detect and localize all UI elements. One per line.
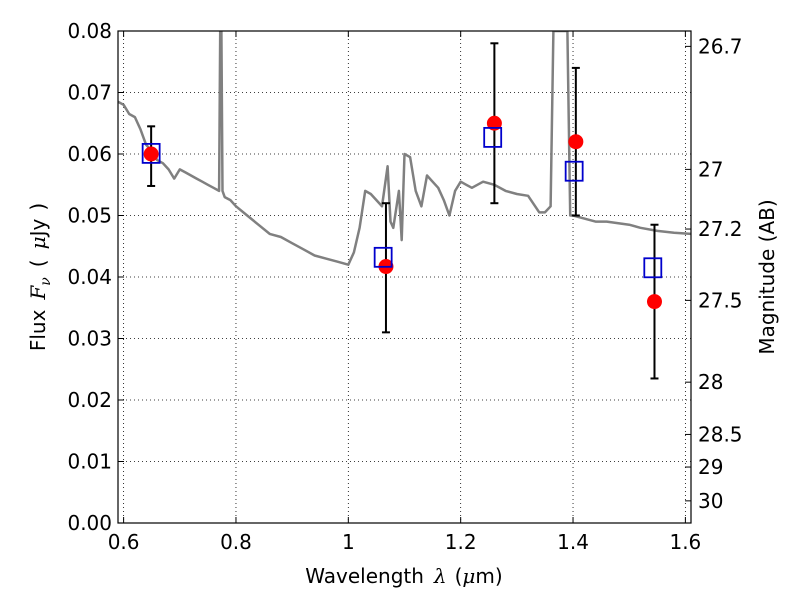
y-tick-label: 0.06 (67, 142, 112, 166)
y-axis-label-symbol: F (26, 285, 50, 301)
model-photometry-point (141, 142, 161, 164)
y-axis-label-unit-rest: Jy (26, 218, 50, 238)
x-axis-label-unit-rest: m) (475, 564, 502, 588)
y-axis-label-subscript: ν (38, 277, 54, 286)
observed-point (143, 146, 159, 162)
plot-series (118, 31, 691, 266)
x-tick-label: 1.4 (557, 530, 589, 554)
x-axis-label-unit-mu: μ (462, 564, 475, 588)
y2-axis-label: Magnitude (AB) (755, 199, 779, 354)
y-tick-label: 0.03 (67, 327, 112, 351)
y-tick-label: 0.02 (67, 388, 112, 412)
y2-tick-label: 28.5 (698, 422, 743, 446)
model-photometry-point (483, 126, 503, 148)
y-axis-label-unit-mu: μ (26, 236, 50, 249)
axis-ticks: 0.6 0.8 1 1.2 1.4 1.6 0.00 0.01 0.02 0.03 0.04 0.05… (67, 19, 742, 554)
x-tick-label: 1.6 (669, 530, 701, 554)
y-axis-label-prefix: Flux (26, 309, 50, 351)
model-photometry-point (373, 246, 393, 268)
x-axis-label-unit-open: ( (455, 564, 463, 588)
observed-point (646, 294, 662, 310)
model-photometry-point (564, 160, 584, 182)
y2-tick-label: 29 (698, 455, 723, 479)
plot-markers (141, 42, 663, 380)
x-tick-label: 1 (342, 530, 355, 554)
y-tick-label: 0.07 (67, 81, 112, 105)
y-tick-label: 0.08 (67, 19, 112, 43)
y-tick-label: 0.01 (67, 450, 112, 474)
y2-tick-label: 27.5 (698, 288, 743, 312)
y-tick-label: 0.04 (67, 265, 112, 289)
x-tick-label: 0.8 (220, 530, 252, 554)
model-photometry-point (643, 257, 663, 279)
y2-tick-label: 27.2 (698, 217, 743, 241)
y-tick-label: 0.05 (67, 204, 112, 228)
y2-tick-label: 27 (698, 157, 723, 181)
x-axis-label: Wavelength λ (μm) (305, 564, 502, 588)
y2-tick-label: 30 (698, 489, 723, 513)
x-axis-label-symbol: λ (433, 564, 447, 588)
x-tick-label: 0.6 (108, 530, 140, 554)
y-axis-label-unit-open: ( (26, 259, 50, 267)
y2-tick-label: 26.7 (698, 34, 743, 58)
y-axis-label-unit-close: ) (26, 203, 50, 211)
y-axis-label: Flux Fν ( μJy) (26, 203, 54, 351)
x-tick-label: 1.2 (445, 530, 477, 554)
y2-tick-label: 28 (698, 370, 723, 394)
x-axis-label-prefix: Wavelength (305, 564, 424, 588)
y-tick-label: 0.00 (67, 511, 112, 535)
observed-point (568, 134, 584, 150)
model-spectrum-line (118, 31, 691, 266)
